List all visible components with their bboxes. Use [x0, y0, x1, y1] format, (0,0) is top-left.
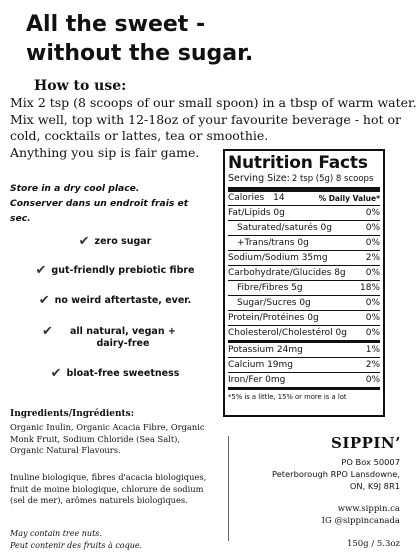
nutrient-row: Fat/Lipids 0g 0% [228, 206, 380, 221]
calories-label: Calories [228, 193, 265, 203]
headline-line-2: without the sugar. [26, 41, 254, 66]
claim-text: gut-friendly prebiotic fibre [51, 265, 195, 276]
nutrient-row: +Trans/trans 0g 0% [228, 236, 380, 251]
checkmark-icon: ✔ [78, 234, 90, 249]
address-line: ON, K9J 8R1 [349, 481, 400, 491]
nutrient-row: Saturated/saturés 0g 0% [228, 221, 380, 236]
ingredients-fr-line: (sel de mer), arômes naturels biologique… [10, 495, 188, 505]
nutrient-daily-value: 0% [365, 268, 380, 278]
nutrient-row: Sodium/Sodium 35mg 2% [228, 251, 380, 266]
storage-en: Store in a dry cool place. [10, 183, 140, 194]
ingredients-fr-line: fruit de moine biologique, chlorure de s… [10, 483, 204, 494]
storage-fr: Conserver dans un endroit frais et sec. [10, 198, 189, 224]
nutrient-label: Fat/Lipids 0g [228, 208, 285, 218]
claim-item: ✔ all natural, vegan + dairy-free [20, 324, 210, 350]
calories-value: 14 [273, 193, 285, 203]
nutrient-label: Sodium/Sodium 35mg [228, 253, 328, 263]
net-weight: 150g / 5.3oz [346, 539, 400, 549]
nutrient-daily-value: 0% [365, 313, 380, 323]
nutrient-row: Sugar/Sucres 0g 0% [228, 296, 380, 311]
allergen-warning: May contain tree nuts. Peut contenir des… [10, 528, 142, 552]
ingredients-title: Ingredients/Ingrédients: [10, 409, 135, 419]
brand-name: SIPPIN’ [331, 434, 401, 452]
claim-text: bloat-free sweetness [66, 368, 180, 379]
vertical-divider [228, 436, 229, 541]
ingredients-en-line: Monk Fruit, Sodium Chloride (Sea Salt), [10, 433, 181, 444]
instagram-handle: IG @sippincanada [321, 516, 400, 526]
serving-size: Serving Size: 2 tsp (5g) 8 scoops [228, 173, 380, 192]
website: www.sippin.ca [337, 504, 400, 514]
checkmark-icon: ✔ [42, 324, 53, 339]
ingredients-fr-line: Inuline biologique, fibres d'acacia biol… [10, 472, 207, 482]
nutrient-daily-value: 2% [365, 360, 380, 370]
ingredients-en: Organic Inulin, Organic Acacia Fibre, Or… [10, 422, 212, 457]
company-contact: www.sippin.ca IG @sippincanada [322, 503, 400, 527]
address-line: Peterborough RPO Lansdowne, [271, 469, 400, 479]
claim-item: ✔ bloat-free sweetness [20, 366, 210, 381]
nutrient-label: Potassium 24mg [228, 345, 303, 355]
nutrient-daily-value: 0% [365, 208, 380, 218]
serving-size-label: Serving Size: [228, 173, 290, 184]
nutrient-daily-value: 0% [365, 328, 380, 338]
how-to-line: Mix well, top with 12-18oz of your favou… [10, 111, 401, 127]
daily-value-footnote: *5% is a little, 15% or more is a lot [228, 393, 347, 401]
storage-instructions: Store in a dry cool place. Conserver dan… [10, 181, 210, 226]
checkmark-icon: ✔ [38, 293, 50, 308]
nutrient-label: Cholesterol/Cholestérol 0g [228, 328, 347, 338]
nutrient-label: Protein/Protéines 0g [228, 313, 319, 323]
serving-size-value: 2 tsp (5g) 8 scoops [291, 174, 374, 184]
claim-text: zero sugar [94, 236, 152, 247]
claim-text: no weird aftertaste, ever. [54, 295, 192, 306]
nutrient-label: Calcium 19mg [228, 360, 294, 370]
checkmark-icon: ✔ [50, 366, 62, 381]
how-to-line: Mix 2 tsp (8 scoops of our small spoon) … [10, 95, 416, 110]
nutrient-label: +Trans/trans 0g [237, 238, 309, 248]
headline-line-1: All the sweet - [26, 12, 206, 37]
nutrient-daily-value: 2% [365, 253, 380, 263]
how-to-instructions: Mix 2 tsp (8 scoops of our small spoon) … [10, 95, 416, 161]
nutrient-daily-value: 0% [365, 375, 380, 385]
nutrition-facts-title: Nutrition Facts [228, 153, 368, 173]
ingredients-en-line: Organic Inulin, Organic Acacia Fibre, Or… [10, 422, 205, 432]
headline: All the sweet - without the sugar. [26, 10, 253, 68]
allergen-fr: Peut contenir des fruits à coque. [10, 541, 143, 550]
nutrient-daily-value: 0% [365, 238, 380, 248]
nutrient-rows: Fat/Lipids 0g 0% Saturated/saturés 0g 0% +Tr… [228, 206, 380, 390]
nutrient-row: Protein/Protéines 0g 0% [228, 311, 380, 326]
nutrient-row: Iron/Fer 0mg 0% [228, 373, 380, 390]
nutrient-row: Cholesterol/Cholestérol 0g 0% [228, 326, 380, 343]
nutrient-label: Carbohydrate/Glucides 8g [228, 268, 346, 278]
nutrient-daily-value: 18% [359, 283, 380, 293]
allergen-en: May contain tree nuts. [10, 529, 102, 538]
how-to-line: cold, cocktails or lattes, tea or smooth… [10, 128, 269, 143]
address-line: PO Box 50007 [341, 457, 400, 467]
claim-text: all natural, vegan + dairy-free [70, 326, 176, 349]
nutrient-row: Carbohydrate/Glucides 8g 0% [228, 266, 380, 281]
nutrient-daily-value: 0% [365, 223, 380, 233]
claim-item: ✔ no weird aftertaste, ever. [20, 293, 210, 308]
nutrient-label: Sugar/Sucres 0g [237, 298, 311, 308]
nutrient-label: Iron/Fer 0mg [228, 375, 286, 385]
nutrient-daily-value: 0% [365, 298, 380, 308]
nutrient-row: Potassium 24mg 1% [228, 343, 380, 358]
claim-item: ✔ gut-friendly prebiotic fibre [20, 263, 210, 278]
how-to-title: How to use: [34, 78, 127, 94]
how-to-line: Anything you sip is fair game. [10, 144, 200, 160]
ingredients-en-line: Organic Natural Flavours. [10, 445, 121, 455]
ingredients-fr: Inuline biologique, fibres d'acacia biol… [10, 472, 212, 507]
nutrient-row: Fibre/Fibres 5g 18% [228, 281, 380, 296]
daily-value-header: % Daily Value* [318, 194, 380, 203]
claim-item: ✔ zero sugar [20, 234, 210, 249]
company-address: PO Box 50007 Peterborough RPO Lansdowne,… [272, 456, 400, 492]
nutrient-label: Fibre/Fibres 5g [237, 283, 303, 293]
nutrition-facts-panel: Nutrition Facts Serving Size: 2 tsp (5g)… [223, 149, 385, 417]
nutrient-daily-value: 1% [365, 345, 380, 355]
nutrient-label: Saturated/saturés 0g [237, 223, 332, 233]
nutrient-row: Calcium 19mg 2% [228, 358, 380, 373]
calories-row: Calories 14 % Daily Value* [228, 192, 380, 206]
checkmark-icon: ✔ [35, 263, 47, 278]
